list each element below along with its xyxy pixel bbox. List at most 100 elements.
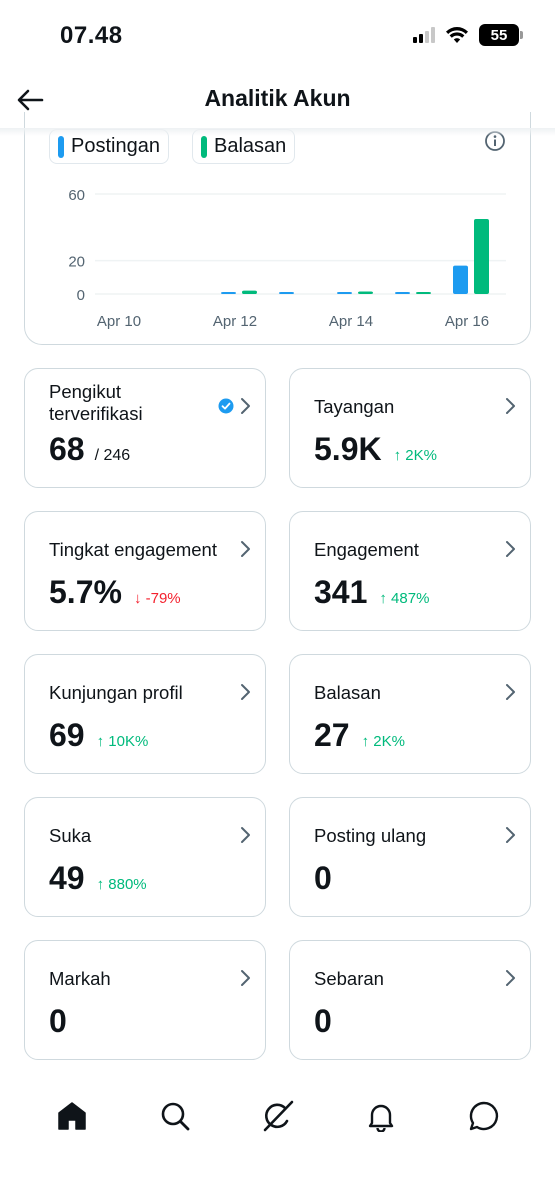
nav-grok[interactable]: [253, 1091, 303, 1141]
stat-value: 69: [49, 717, 85, 753]
stat-card[interactable]: Markah 0: [24, 940, 266, 1060]
nav-notifications[interactable]: [356, 1091, 406, 1141]
arrow-left-icon: [17, 89, 44, 111]
stat-card[interactable]: Suka 49 ↑ 880%: [24, 797, 266, 917]
chevron-right-icon: [506, 398, 515, 414]
bar-postingan: [221, 292, 236, 294]
stat-value-row: 0: [314, 1003, 332, 1040]
stat-total: / 246: [94, 447, 131, 464]
stat-value: 5.9K: [314, 431, 382, 467]
stat-value-row: 0: [314, 860, 332, 897]
status-bar: 07.48 55: [0, 0, 555, 70]
chevron-right-icon: [241, 541, 250, 557]
bar-balasan: [474, 219, 489, 294]
wifi-icon: [446, 27, 468, 43]
chevron-right-icon: [506, 970, 515, 986]
bell-icon: [368, 1104, 393, 1132]
nav-search[interactable]: [150, 1091, 200, 1141]
legend-swatch: [201, 135, 207, 158]
bar-postingan: [395, 292, 410, 294]
stat-label: Markah: [49, 968, 111, 989]
bottom-nav: [0, 1080, 555, 1152]
chart-card: Postingan Balasan 60 20 0 Apr 10 Apr 12 Apr 1…: [24, 112, 531, 345]
stat-card[interactable]: Tayangan 5.9K ↑ 2K%: [289, 368, 531, 488]
chevron-right-icon: [506, 684, 515, 700]
stat-value-row: 68 / 246: [49, 431, 130, 468]
stat-value: 5.7%: [49, 574, 122, 610]
stat-label: Pengikut terverifikasi: [49, 381, 143, 424]
nav-messages[interactable]: [459, 1091, 509, 1141]
chevron-right-icon: [506, 541, 515, 557]
bar-balasan: [242, 290, 257, 294]
stat-card[interactable]: Posting ulang 0: [289, 797, 531, 917]
legend-swatch: [58, 135, 64, 158]
grok-icon: [263, 1100, 293, 1132]
stat-label: Sebaran: [314, 968, 384, 989]
stat-value-row: 49 ↑ 880%: [49, 860, 147, 897]
stat-value: 341: [314, 574, 368, 610]
stat-value-row: 341 ↑ 487%: [314, 574, 429, 611]
stat-card[interactable]: Sebaran 0: [289, 940, 531, 1060]
chevron-right-icon: [241, 827, 250, 843]
bar-balasan: [358, 291, 373, 294]
stat-label: Engagement: [314, 539, 419, 560]
bar-postingan: [337, 292, 352, 294]
chevron-right-icon: [241, 970, 250, 986]
stat-value: 68: [49, 431, 85, 467]
stat-label: Balasan: [314, 682, 381, 703]
y-tick-label: 60: [68, 187, 85, 204]
x-tick-label: Apr 16: [445, 313, 489, 330]
stat-value-row: 69 ↑ 10K%: [49, 717, 148, 754]
stat-value-row: 0: [49, 1003, 67, 1040]
messages-icon: [469, 1101, 498, 1131]
y-tick-label: 0: [77, 287, 85, 304]
stat-delta: ↑ 2K%: [393, 447, 437, 464]
header-shadow: [0, 128, 555, 136]
stat-delta: ↑ 880%: [96, 876, 147, 893]
header: Analitik Akun: [0, 72, 555, 128]
stat-card[interactable]: Engagement 341 ↑ 487%: [289, 511, 531, 631]
bar-postingan: [279, 292, 294, 294]
stat-delta: ↓ -79%: [133, 590, 181, 607]
verified-badge-icon: [218, 398, 234, 414]
stat-delta: ↑ 10K%: [96, 733, 149, 750]
stat-value-row: 5.7% ↓ -79%: [49, 574, 181, 611]
status-time: 07.48: [60, 22, 123, 49]
stat-value: 0: [49, 1003, 67, 1039]
legend-label: Balasan: [214, 135, 287, 157]
stat-value-row: 5.9K ↑ 2K%: [314, 431, 437, 468]
stat-label: Kunjungan profil: [49, 682, 183, 703]
back-button[interactable]: [12, 82, 48, 118]
signal-icon: [413, 27, 435, 43]
status-icons: 55: [413, 24, 523, 46]
battery-indicator: 55: [479, 24, 523, 46]
nav-home[interactable]: [47, 1091, 97, 1141]
stat-card[interactable]: Kunjungan profil 69 ↑ 10K%: [24, 654, 266, 774]
stat-label: Suka: [49, 825, 92, 846]
stat-card[interactable]: Pengikut terverifikasi 68 / 246: [24, 368, 266, 488]
stat-delta: ↑ 2K%: [361, 733, 405, 750]
y-tick-label: 20: [68, 254, 85, 271]
stat-card[interactable]: Balasan 27 ↑ 2K%: [289, 654, 531, 774]
home-icon: [57, 1102, 86, 1130]
stat-delta: ↑ 487%: [379, 590, 430, 607]
chevron-right-icon: [506, 827, 515, 843]
chevron-right-icon: [241, 684, 250, 700]
legend-label: Postingan: [71, 135, 160, 157]
x-tick-label: Apr 14: [329, 313, 373, 330]
page-title: Analitik Akun: [204, 85, 351, 111]
stat-value: 27: [314, 717, 350, 753]
bar-balasan: [416, 292, 431, 294]
stat-value: 0: [314, 1003, 332, 1039]
stat-value: 0: [314, 860, 332, 896]
search-icon: [161, 1102, 189, 1131]
stat-value-row: 27 ↑ 2K%: [314, 717, 405, 754]
stat-label: Posting ulang: [314, 825, 427, 846]
stat-card[interactable]: Tingkat engagement 5.7% ↓ -79%: [24, 511, 266, 631]
bar-chart: 60 20 0 Apr 10 Apr 12 Apr 14 Apr 16: [68, 187, 506, 330]
x-tick-label: Apr 10: [97, 313, 141, 330]
stat-label: Tingkat engagement: [49, 539, 217, 560]
x-tick-label: Apr 12: [213, 313, 257, 330]
bar-postingan: [453, 265, 468, 294]
chevron-right-icon: [241, 398, 250, 414]
